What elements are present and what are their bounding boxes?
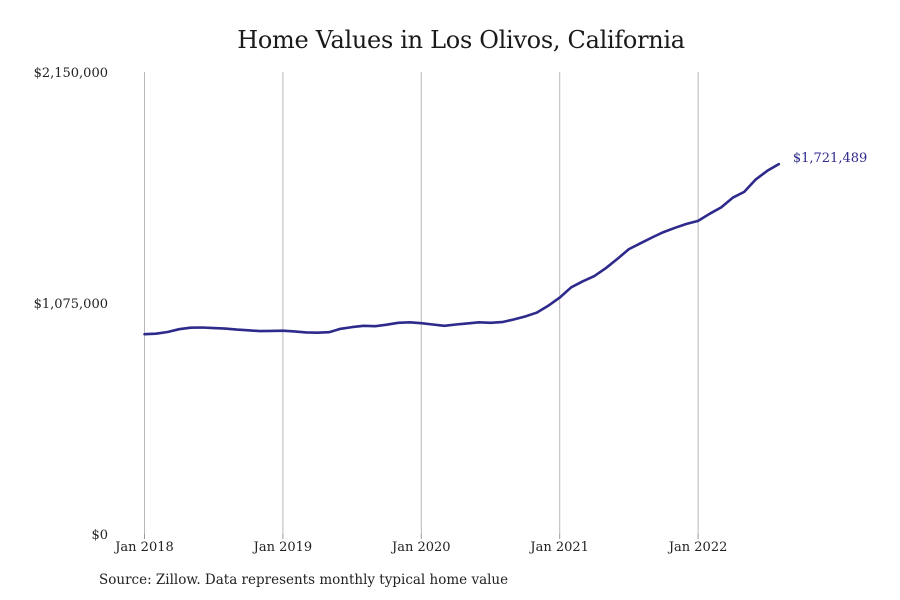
chart-title: Home Values in Los Olivos, California <box>237 26 685 54</box>
y-tick-label: $2,150,000 <box>34 66 108 81</box>
x-tick-label: Jan 2018 <box>113 540 174 555</box>
x-axis-ticks: Jan 2018 Jan 2019 Jan 2020 Jan 2021 Jan 2022 <box>113 540 727 555</box>
x-tick-label: Jan 2021 <box>528 540 589 555</box>
y-tick-label: $1,075,000 <box>34 297 108 312</box>
y-axis-ticks: $0 $1,075,000 $2,150,000 <box>34 66 108 543</box>
source-note: Source: Zillow. Data represents monthly … <box>99 572 509 588</box>
x-tick-label: Jan 2020 <box>390 540 451 555</box>
x-tick-label: Jan 2022 <box>667 540 728 555</box>
series-line <box>143 162 781 336</box>
y-tick-label: $0 <box>91 528 108 543</box>
x-tick-label: Jan 2019 <box>252 540 313 555</box>
gridlines <box>144 72 699 539</box>
end-value-label: $1,721,489 <box>793 151 867 166</box>
